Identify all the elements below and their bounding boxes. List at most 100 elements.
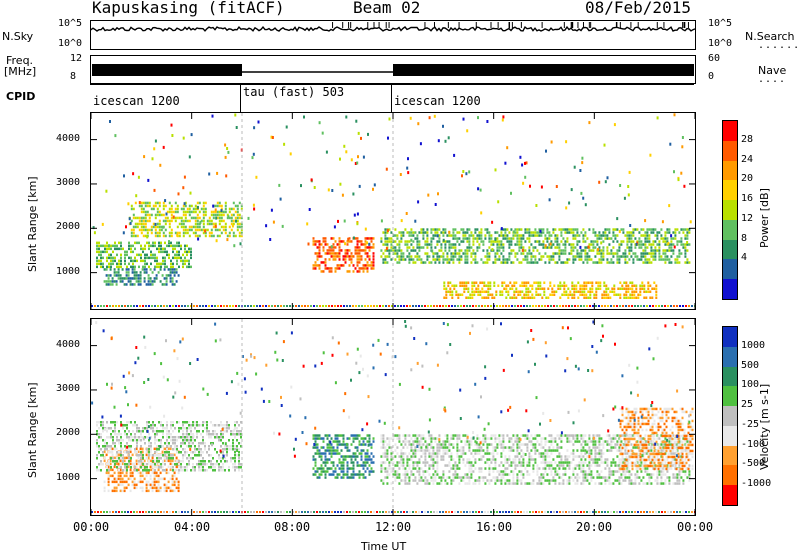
heatmap-cell-ground <box>634 305 636 307</box>
heatmap-cell-region-3 <box>416 470 419 473</box>
heatmap-cell-sparse <box>535 204 538 207</box>
heatmap-cell-region-1 <box>188 433 190 436</box>
heatmap-cell-region-2 <box>162 207 165 211</box>
heatmap-cell-region-2 <box>320 437 323 440</box>
heatmap-cell-region-3 <box>492 470 495 473</box>
heatmap-cell-region-3 <box>426 470 429 473</box>
heatmap-cell-region-4 <box>676 228 679 231</box>
heatmap-cell-sparse <box>279 197 282 201</box>
heatmap-cell-region-3 <box>542 476 545 479</box>
heatmap-cell-region-3 <box>532 479 535 482</box>
heatmap-cell-region-4 <box>466 258 469 261</box>
heatmap-cell-region-4 <box>554 228 557 231</box>
heatmap-cell-region-0 <box>141 450 144 454</box>
heatmap-cell-ground <box>370 305 372 307</box>
heatmap-cell-region-3 <box>510 437 513 440</box>
heatmap-cell-region-3 <box>388 473 391 476</box>
heatmap-cell-region-1 <box>96 454 98 457</box>
heatmap-cell-region-3 <box>368 249 371 252</box>
heatmap-cell-region-4 <box>450 255 453 258</box>
heatmap-cell-region-1 <box>152 469 154 472</box>
heatmap-cell-region-2 <box>192 210 195 214</box>
heatmap-cell-region-3 <box>312 240 315 243</box>
heatmap-cell-region-4 <box>442 261 445 264</box>
heatmap-cell-sparse <box>265 224 268 228</box>
heatmap-cell-region-5 <box>545 296 548 299</box>
heatmap-cell-region-1 <box>222 436 224 439</box>
heatmap-cell-region-4 <box>514 231 517 234</box>
heatmap-cell-region-5 <box>573 290 576 293</box>
heatmap-cell-region-4 <box>656 234 659 237</box>
heatmap-cell-region-1 <box>172 448 174 451</box>
heatmap-cell-region-4 <box>502 237 505 240</box>
heatmap-cell-region-0 <box>107 477 110 481</box>
heatmap-cell-sparse <box>127 202 130 206</box>
heatmap-cell-region-3 <box>394 473 397 476</box>
heatmap-cell-region-4 <box>564 243 567 246</box>
heatmap-cell-region-4 <box>474 258 477 261</box>
heatmap-cell-region-1 <box>102 454 104 457</box>
heatmap-cell-region-3 <box>524 482 527 485</box>
heatmap-cell-region-3 <box>514 440 517 443</box>
heatmap-cell-region-3 <box>458 434 461 437</box>
heatmap-cell-region-2 <box>340 467 343 470</box>
heatmap-cell-region-4 <box>500 234 503 237</box>
heatmap-cell-region-3 <box>326 243 329 246</box>
heatmap-cell-region-2 <box>138 216 141 220</box>
heatmap-cell-region-1 <box>202 430 204 433</box>
heatmap-cell-region-5 <box>643 287 646 290</box>
heatmap-cell-region-1 <box>134 424 136 427</box>
heatmap-cell-region-3 <box>408 482 411 485</box>
heatmap-cell-region-2 <box>350 476 353 479</box>
heatmap-cell-region-4 <box>530 243 533 246</box>
heatmap-cell-region-4 <box>524 258 527 261</box>
heatmap-cell-region-1 <box>150 463 152 466</box>
heatmap-cell-region-1 <box>202 463 204 466</box>
heatmap-cell-region-3 <box>468 461 471 464</box>
heatmap-cell-region-3 <box>396 446 399 449</box>
heatmap-cell-region-3 <box>538 482 541 485</box>
heatmap-cell-region-5 <box>623 281 626 284</box>
heatmap-cell-region-3 <box>418 467 421 470</box>
heatmap-cell-region-3 <box>474 482 477 485</box>
heatmap-cell-region-4 <box>628 240 631 243</box>
heatmap-cell-region-0 <box>161 274 164 277</box>
heatmap-cell-region-3 <box>536 482 539 485</box>
heatmap-cell-region-1 <box>226 424 228 427</box>
heatmap-cell-region-3 <box>326 249 329 252</box>
heatmap-cell-region-0 <box>143 268 146 271</box>
heatmap-cell-region-4 <box>412 231 415 234</box>
freq-unit-label: [MHz] <box>4 65 37 78</box>
heatmap-cell-region-2 <box>328 467 331 470</box>
heatmap-cell-sparse <box>146 235 149 239</box>
heatmap-cell-region-0 <box>133 277 136 280</box>
heatmap-cell-region-3 <box>442 446 445 449</box>
heatmap-cell-region-3 <box>386 473 389 476</box>
heatmap-cell-region-2 <box>156 234 159 238</box>
heatmap-cell-region-3 <box>490 437 493 440</box>
heatmap-cell-region-4 <box>612 234 615 237</box>
heatmap-cell-region-1 <box>170 433 172 436</box>
heatmap-cell-region-1 <box>186 433 188 436</box>
heatmap-cell-region-2 <box>362 473 365 476</box>
heatmap-cell-region-1 <box>140 445 142 448</box>
heatmap-cell-region-4 <box>406 240 409 243</box>
heatmap-cell-region-1 <box>104 244 106 248</box>
heatmap-cell-region-1 <box>222 433 224 436</box>
heatmap-cell-region-3 <box>400 458 403 461</box>
heatmap-cell-region-1 <box>184 427 186 430</box>
heatmap-cell-region-3 <box>520 443 523 446</box>
heatmap-cell-region-4 <box>448 243 451 246</box>
heatmap-cell-region-2 <box>360 437 363 440</box>
heatmap-cell-region-5 <box>477 284 480 287</box>
heatmap-cell-region-1 <box>126 463 128 466</box>
heatmap-cell-region-1 <box>172 262 174 266</box>
heatmap-cell-region-1 <box>136 259 138 263</box>
heatmap-cell-region-5 <box>449 281 452 284</box>
heatmap-cell-region-1 <box>234 445 236 448</box>
heatmap-cell-region-3 <box>386 476 389 479</box>
heatmap-cell-ground <box>322 305 324 307</box>
heatmap-cell-region-4 <box>604 237 607 240</box>
heatmap-cell-region-3 <box>502 440 505 443</box>
heatmap-cell-sparse <box>325 150 328 154</box>
